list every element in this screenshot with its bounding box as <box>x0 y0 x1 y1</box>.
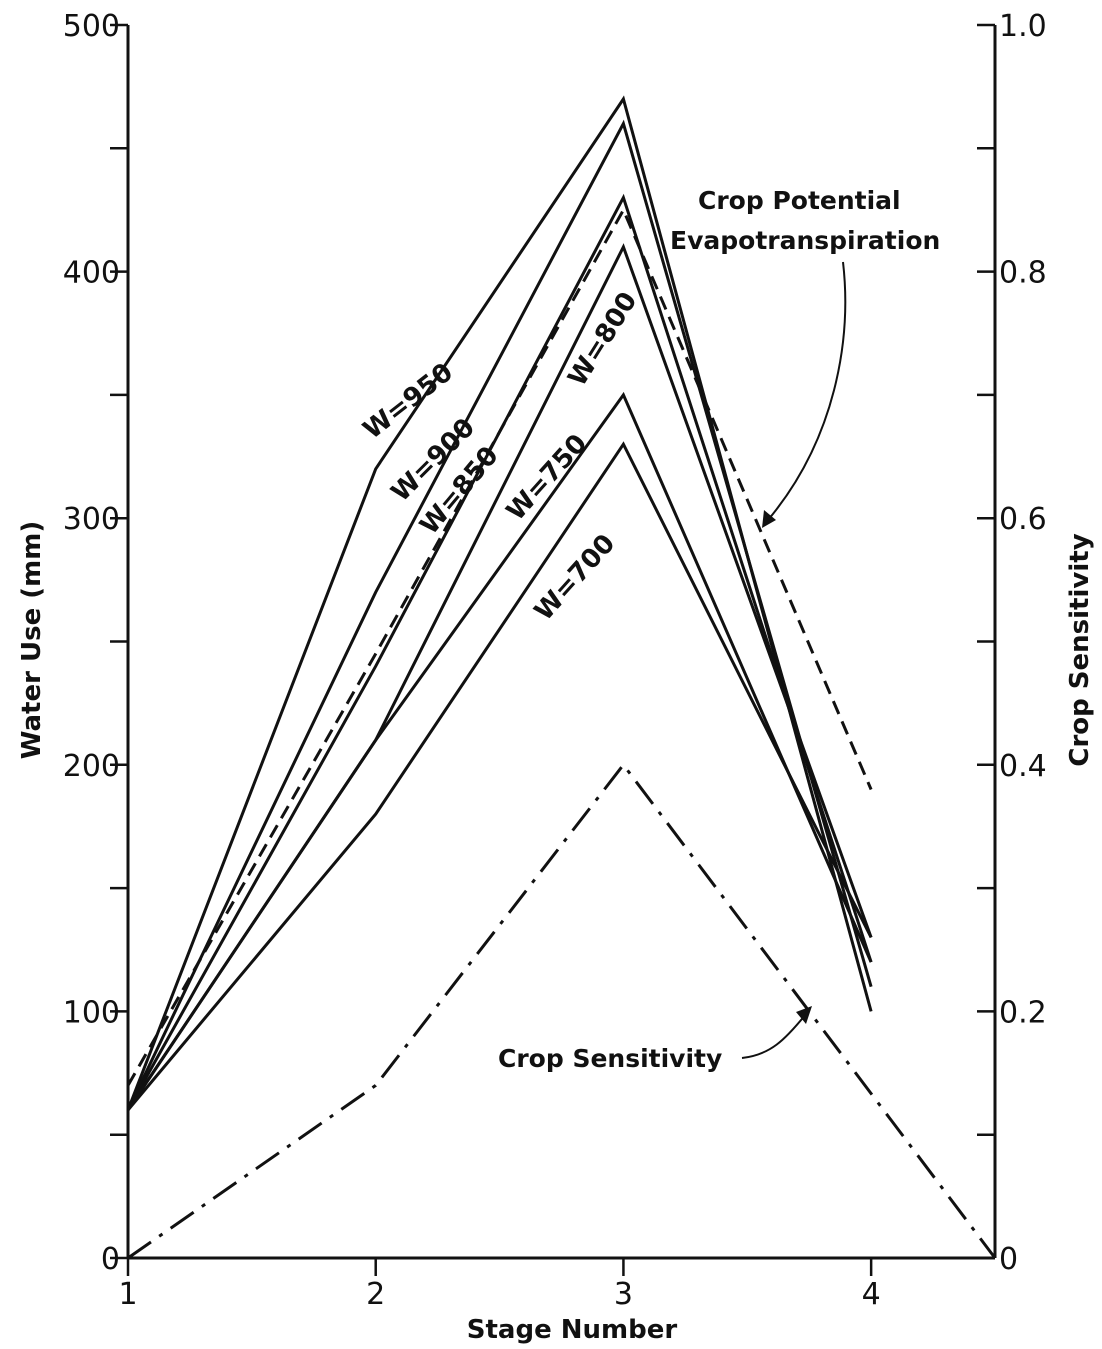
y2-tick-label: 0.4 <box>999 749 1047 784</box>
y2-axis-title: Crop Sensitivity <box>1065 533 1095 766</box>
x-tick-label: 3 <box>614 1277 633 1312</box>
arrowhead-evapotranspiration <box>762 510 776 528</box>
y2-tick-label: 0.2 <box>999 995 1047 1030</box>
series-lines <box>126 95 997 1260</box>
annotation-crop-sensitivity: Crop Sensitivity <box>498 1044 722 1073</box>
arrowhead-crop-sensitivity <box>796 1006 812 1024</box>
annotation-evapotranspiration: Evapotranspiration <box>670 226 940 255</box>
y-tick-label: 0 <box>101 1242 120 1277</box>
series-label-w800: W=800 <box>562 287 643 392</box>
annotation-arrow-evapotranspiration <box>767 261 847 521</box>
series-label-w700: W=700 <box>529 529 621 627</box>
series-line-w-800 <box>126 243 873 1111</box>
y-axis-title: Water Use (mm) <box>17 521 47 759</box>
x-axis-title: Stage Number <box>467 1315 678 1345</box>
series-line-crop-potential-evapotranspiration <box>126 206 873 1087</box>
annotation-arrow-crop-sensitivity <box>741 1013 807 1059</box>
y-tick-label: 400 <box>63 256 120 291</box>
series-line-w-850 <box>126 193 873 1111</box>
y-tick-label: 500 <box>63 9 120 44</box>
series-line-w-900 <box>126 119 873 1111</box>
annotation-crop-potential: Crop Potential <box>698 186 901 215</box>
y-tick-label: 200 <box>63 749 120 784</box>
y2-tick-label: 1.0 <box>999 9 1047 44</box>
y2-tick-label: 0 <box>999 1242 1018 1277</box>
y2-tick-label: 0.8 <box>999 256 1047 291</box>
series-line-w-750 <box>126 391 873 1111</box>
series-line-w-700 <box>126 441 873 1111</box>
y2-tick-label: 0.6 <box>999 502 1047 537</box>
y-tick-label: 100 <box>63 995 120 1030</box>
y-tick-label: 300 <box>63 502 120 537</box>
x-tick-label: 1 <box>118 1277 137 1312</box>
ticks: 0 100 200 300 400 500 0 0.2 0.4 0.6 0.8 1.0 1 2 3 4 <box>63 9 1047 1312</box>
x-tick-label: 2 <box>366 1277 385 1312</box>
series-labels: W=950 W=900 W=850 W=800 W=750 W=700 <box>358 287 644 627</box>
x-tick-label: 4 <box>862 1277 881 1312</box>
annotations: Crop Potential Evapotranspiration Crop S… <box>498 186 940 1073</box>
